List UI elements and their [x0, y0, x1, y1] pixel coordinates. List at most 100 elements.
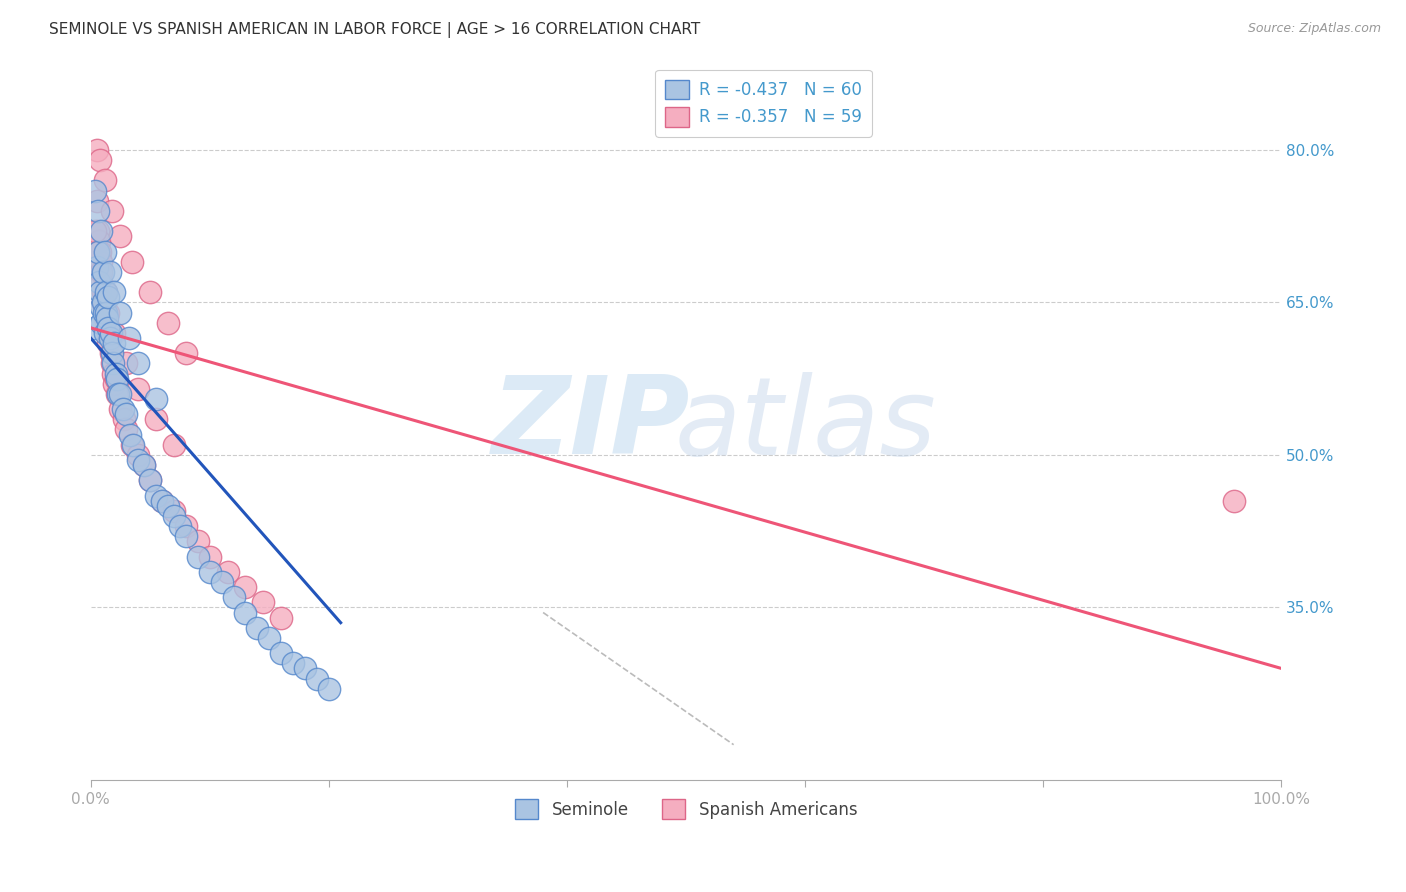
Point [257, 631, 280, 645]
Point [145, 412, 167, 426]
Point [112, 412, 135, 426]
Point [86, 260, 108, 274]
Point [294, 661, 316, 675]
Point [318, 681, 340, 696]
Point [101, 203, 124, 218]
Point [89, 153, 111, 167]
Point [97, 336, 120, 351]
Point [107, 387, 129, 401]
Point [305, 672, 328, 686]
Point [96, 316, 118, 330]
Point [93, 301, 115, 315]
Point [94, 305, 117, 319]
Point [145, 392, 167, 406]
Point [97, 326, 120, 340]
Point [174, 519, 197, 533]
Point [90, 224, 112, 238]
Point [110, 229, 132, 244]
Point [252, 595, 274, 609]
Point [103, 367, 125, 381]
Point [87, 275, 110, 289]
Point [91, 295, 114, 310]
Point [122, 438, 145, 452]
Point [270, 610, 292, 624]
Point [91, 285, 114, 300]
Point [87, 224, 110, 238]
Point [86, 143, 108, 157]
Text: ZIP: ZIP [492, 371, 690, 477]
Point [134, 458, 156, 472]
Point [103, 376, 125, 391]
Point [98, 265, 121, 279]
Point [235, 606, 257, 620]
Point [198, 549, 221, 564]
Legend: Seminole, Spanish Americans: Seminole, Spanish Americans [508, 793, 863, 825]
Point [134, 458, 156, 472]
Point [156, 316, 179, 330]
Point [103, 356, 125, 370]
Point [87, 235, 110, 249]
Point [103, 285, 125, 300]
Point [98, 326, 121, 340]
Point [90, 275, 112, 289]
Point [87, 244, 110, 259]
Point [94, 285, 117, 300]
Point [145, 489, 167, 503]
Point [94, 310, 117, 325]
Point [139, 473, 162, 487]
Point [115, 356, 138, 370]
Point [89, 285, 111, 300]
Point [97, 305, 120, 319]
Point [90, 316, 112, 330]
Point [121, 254, 143, 268]
Point [87, 203, 110, 218]
Point [150, 493, 173, 508]
Point [118, 331, 141, 345]
Point [174, 346, 197, 360]
Point [101, 346, 124, 360]
Point [90, 265, 112, 279]
Point [86, 194, 108, 208]
Point [246, 621, 269, 635]
Point [91, 265, 114, 279]
Point [1223, 493, 1246, 508]
Point [163, 504, 186, 518]
Point [111, 402, 134, 417]
Point [93, 305, 115, 319]
Point [100, 326, 122, 340]
Point [115, 407, 138, 421]
Point [127, 382, 149, 396]
Point [83, 254, 105, 268]
Point [94, 285, 117, 300]
Point [281, 657, 304, 671]
Point [104, 367, 127, 381]
Point [139, 285, 162, 300]
Point [105, 387, 128, 401]
Point [103, 326, 125, 340]
Point [222, 591, 245, 605]
Point [121, 438, 143, 452]
Point [84, 224, 107, 238]
Point [187, 549, 209, 564]
Point [270, 646, 292, 660]
Point [118, 427, 141, 442]
Point [94, 173, 117, 187]
Point [198, 565, 221, 579]
Point [87, 244, 110, 259]
Point [127, 448, 149, 462]
Point [139, 473, 162, 487]
Point [97, 321, 120, 335]
Point [98, 331, 121, 345]
Point [90, 254, 112, 268]
Point [163, 438, 186, 452]
Point [97, 290, 120, 304]
Point [83, 321, 105, 335]
Point [84, 184, 107, 198]
Point [105, 371, 128, 385]
Text: SEMINOLE VS SPANISH AMERICAN IN LABOR FORCE | AGE > 16 CORRELATION CHART: SEMINOLE VS SPANISH AMERICAN IN LABOR FO… [49, 22, 700, 38]
Point [127, 453, 149, 467]
Point [89, 244, 111, 259]
Point [110, 402, 132, 417]
Point [127, 356, 149, 370]
Text: Source: ZipAtlas.com: Source: ZipAtlas.com [1247, 22, 1381, 36]
